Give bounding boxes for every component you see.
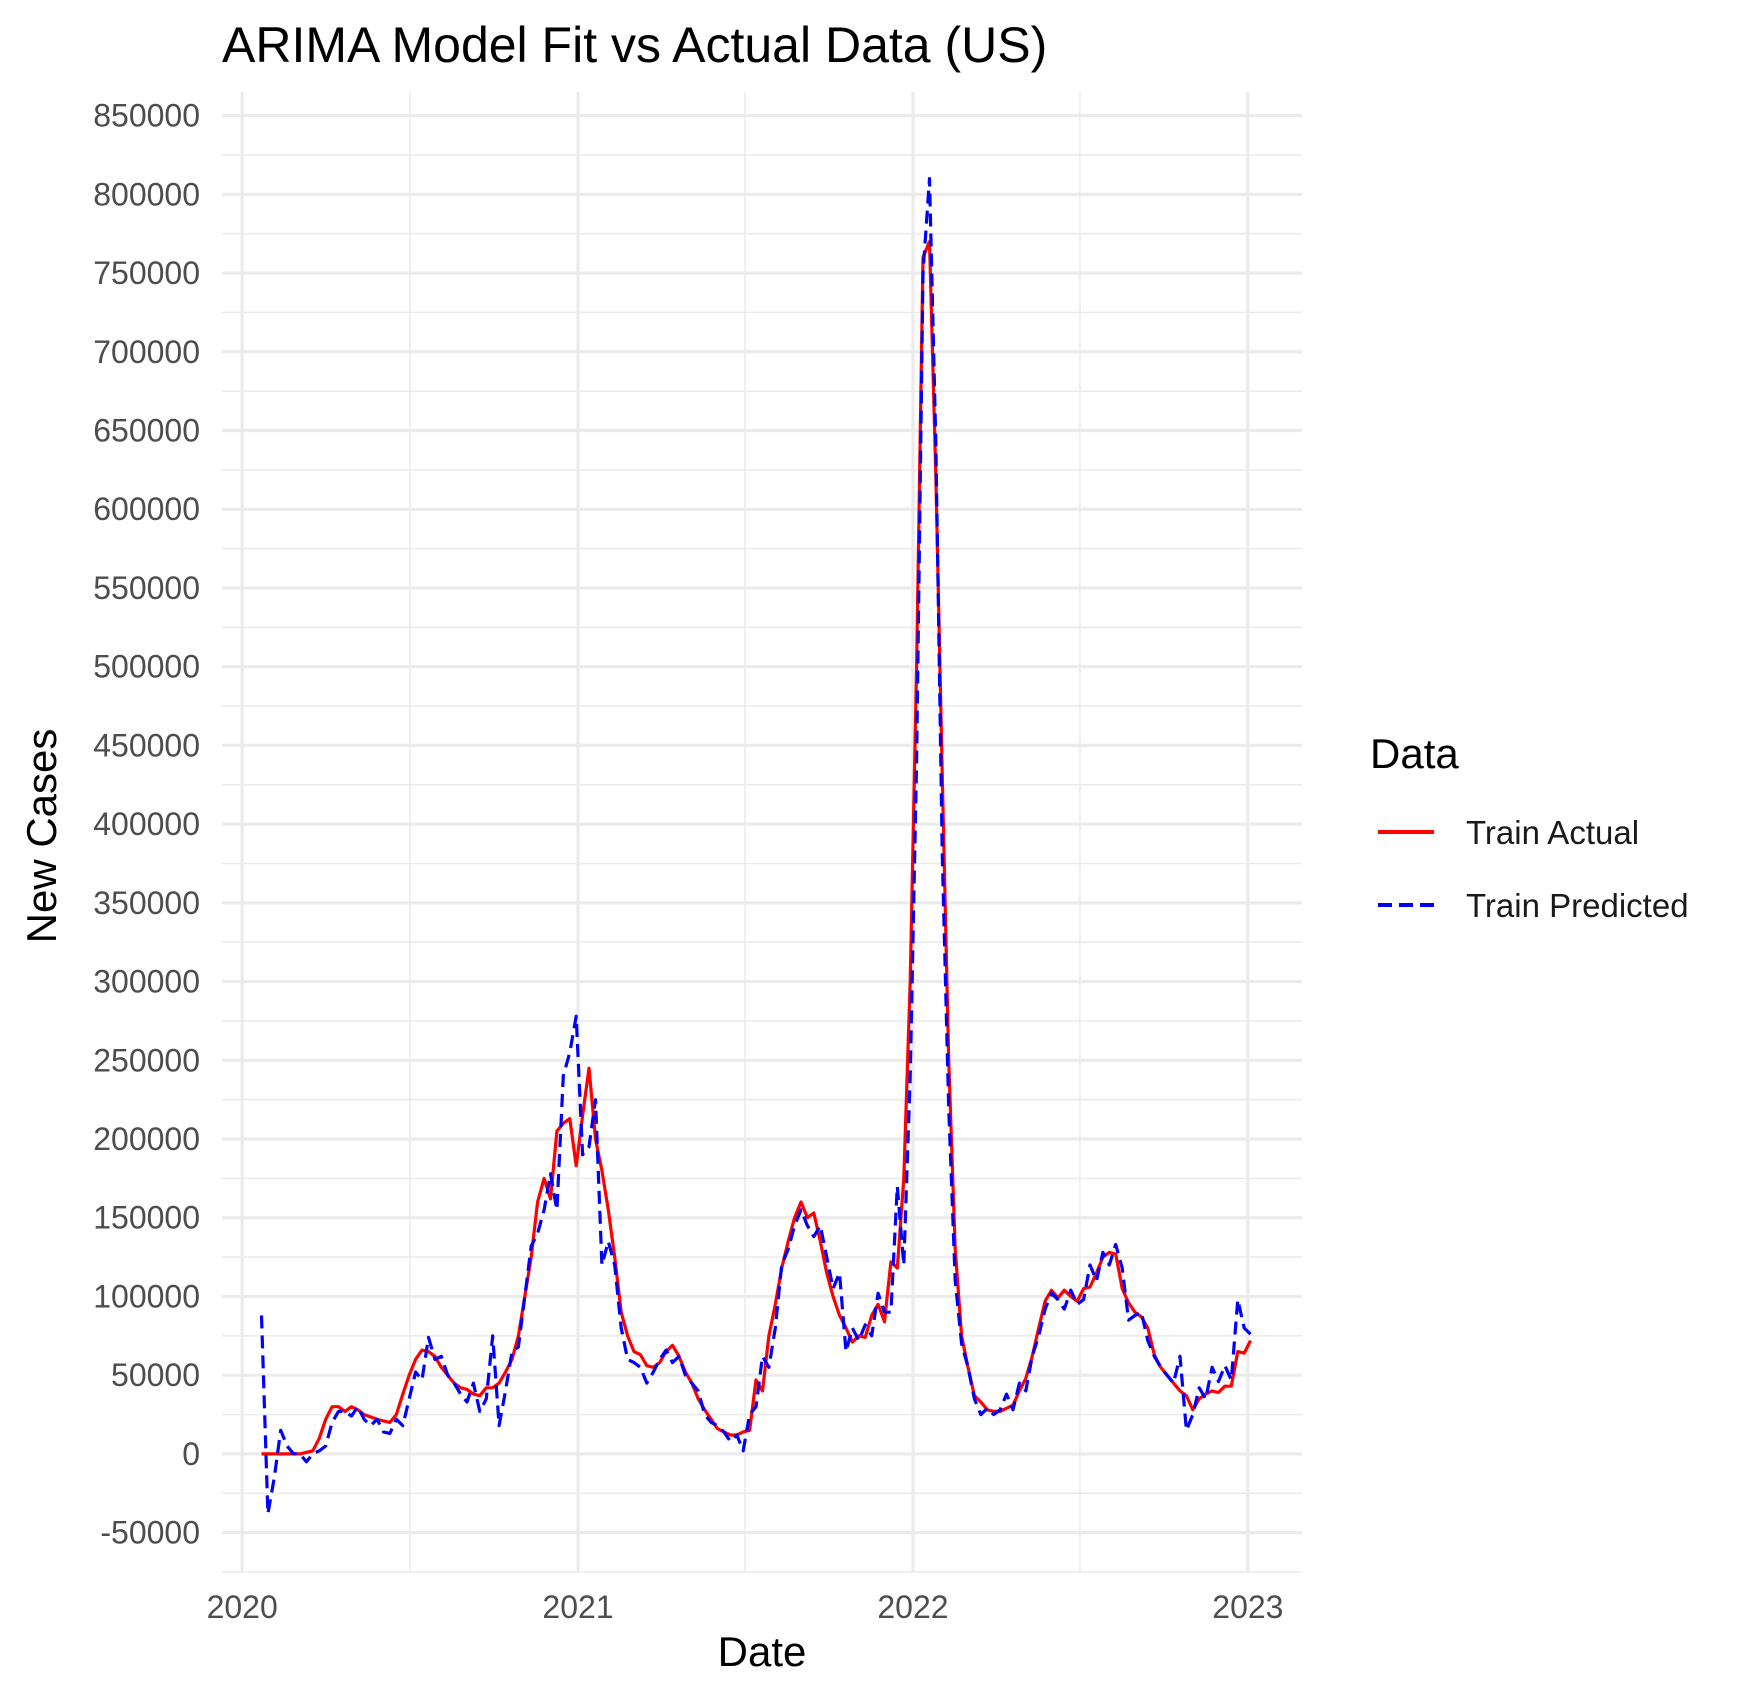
y-tick-label: 250000: [93, 1042, 200, 1078]
y-tick-label: 100000: [93, 1278, 200, 1314]
x-tick-label: 2023: [1212, 1589, 1283, 1625]
y-tick-label: 700000: [93, 334, 200, 370]
series-line-train-predicted: [259, 177, 1252, 1516]
y-tick-label: 650000: [93, 413, 200, 449]
series-line-train-actual: [261, 240, 1253, 1456]
x-tick-label: 2021: [542, 1589, 613, 1625]
y-tick-label: 400000: [93, 806, 200, 842]
y-tick-label: 200000: [93, 1121, 200, 1157]
legend: Data Train Actual Train Predicted: [1370, 730, 1689, 924]
x-tick-label: 2020: [207, 1589, 278, 1625]
legend-label-train-predicted: Train Predicted: [1466, 887, 1689, 924]
x-tick-label: 2022: [877, 1589, 948, 1625]
major-gridlines: [222, 92, 1302, 1572]
y-axis-tick-labels: -50000 0 50000 100000 150000 200000 250000 3000…: [93, 98, 200, 1551]
y-tick-label: 500000: [93, 649, 200, 685]
legend-title: Data: [1370, 730, 1459, 777]
y-tick-label: 0: [182, 1436, 200, 1472]
y-tick-label: 350000: [93, 885, 200, 921]
y-axis-title: New Cases: [18, 729, 65, 944]
y-tick-label: 750000: [93, 255, 200, 291]
legend-label-train-actual: Train Actual: [1466, 814, 1639, 851]
series-lines: [259, 177, 1253, 1516]
y-tick-label: 50000: [111, 1357, 200, 1393]
y-tick-label: 600000: [93, 491, 200, 527]
y-tick-label: 150000: [93, 1200, 200, 1236]
y-tick-label: -50000: [100, 1515, 200, 1551]
y-tick-label: 450000: [93, 727, 200, 763]
y-tick-label: 800000: [93, 176, 200, 212]
y-tick-label: 850000: [93, 98, 200, 134]
chart-title: ARIMA Model Fit vs Actual Data (US): [222, 17, 1047, 73]
x-axis-tick-labels: 2020 2021 2022 2023: [207, 1589, 1284, 1625]
x-axis-title: Date: [718, 1628, 807, 1675]
y-tick-label: 300000: [93, 964, 200, 1000]
y-tick-label: 550000: [93, 570, 200, 606]
minor-gridlines: [222, 92, 1302, 1573]
